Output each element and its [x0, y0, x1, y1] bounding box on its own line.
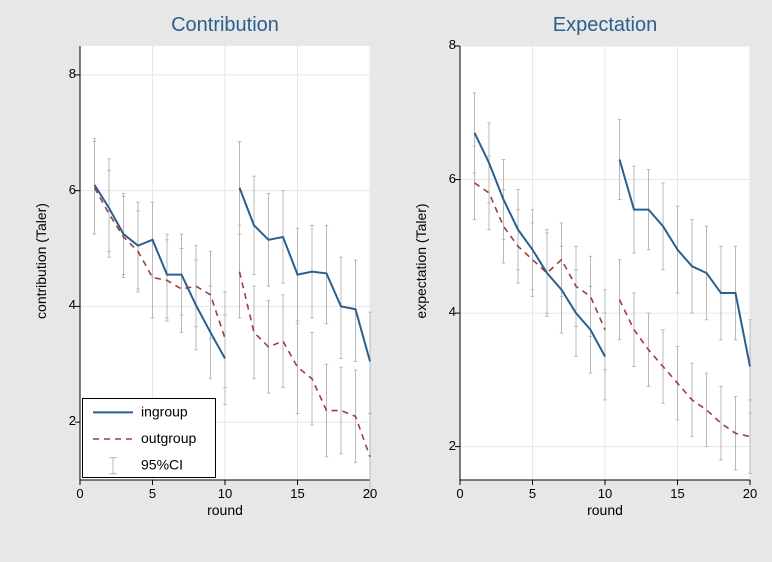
y-tick-label: 6 [58, 182, 76, 197]
right-panel-title: Expectation [460, 14, 750, 37]
x-tick-label: 5 [523, 486, 543, 501]
y-tick-label: 8 [58, 66, 76, 81]
left-panel-title: Contribution [80, 14, 370, 37]
right-x-axis-label: round [460, 502, 750, 518]
figure-container: Contribution contribution (Taler) round … [0, 0, 772, 562]
y-tick-label: 2 [58, 413, 76, 428]
right-plot-area [460, 46, 750, 480]
x-tick-label: 5 [143, 486, 163, 501]
x-tick-label: 10 [215, 486, 235, 501]
x-tick-label: 15 [288, 486, 308, 501]
left-x-axis-label: round [80, 502, 370, 518]
x-tick-label: 0 [70, 486, 90, 501]
x-tick-label: 10 [595, 486, 615, 501]
y-tick-label: 4 [58, 297, 76, 312]
x-tick-label: 20 [360, 486, 380, 501]
x-tick-label: 15 [668, 486, 688, 501]
legend-label-outgroup: outgroup [141, 430, 196, 446]
right-y-axis-label: expectation (Taler) [413, 186, 429, 336]
legend-svg: ingroup outgroup 95%CI [83, 399, 217, 479]
left-y-axis-label: contribution (Taler) [33, 186, 49, 336]
y-tick-label: 8 [438, 37, 456, 52]
legend: ingroup outgroup 95%CI [82, 398, 216, 478]
y-tick-label: 6 [438, 171, 456, 186]
x-tick-label: 0 [450, 486, 470, 501]
y-tick-label: 4 [438, 304, 456, 319]
legend-label-ci: 95%CI [141, 457, 183, 473]
right-chart-svg [460, 46, 750, 480]
y-tick-label: 2 [438, 438, 456, 453]
legend-label-ingroup: ingroup [141, 403, 188, 419]
x-tick-label: 20 [740, 486, 760, 501]
